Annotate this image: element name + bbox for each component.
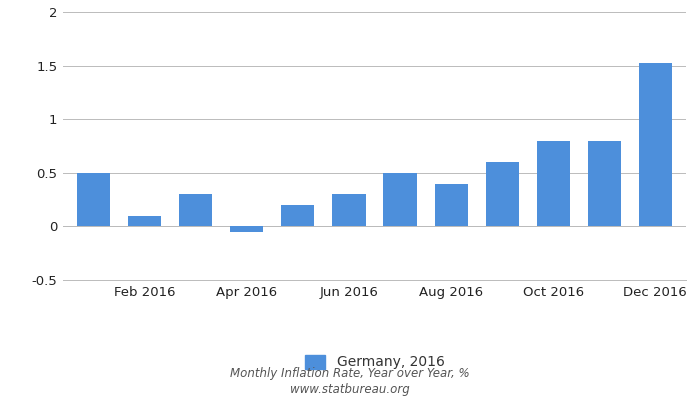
Bar xyxy=(77,173,110,226)
Bar xyxy=(639,64,672,226)
Text: Monthly Inflation Rate, Year over Year, %: Monthly Inflation Rate, Year over Year, … xyxy=(230,368,470,380)
Text: www.statbureau.org: www.statbureau.org xyxy=(290,384,410,396)
Bar xyxy=(486,162,519,226)
Bar xyxy=(230,226,263,232)
Bar xyxy=(128,216,161,226)
Bar xyxy=(332,194,365,226)
Bar xyxy=(179,194,212,226)
Bar xyxy=(281,205,314,226)
Bar xyxy=(588,141,621,226)
Bar xyxy=(384,173,416,226)
Bar xyxy=(435,184,468,226)
Legend: Germany, 2016: Germany, 2016 xyxy=(299,349,450,375)
Bar xyxy=(537,141,570,226)
